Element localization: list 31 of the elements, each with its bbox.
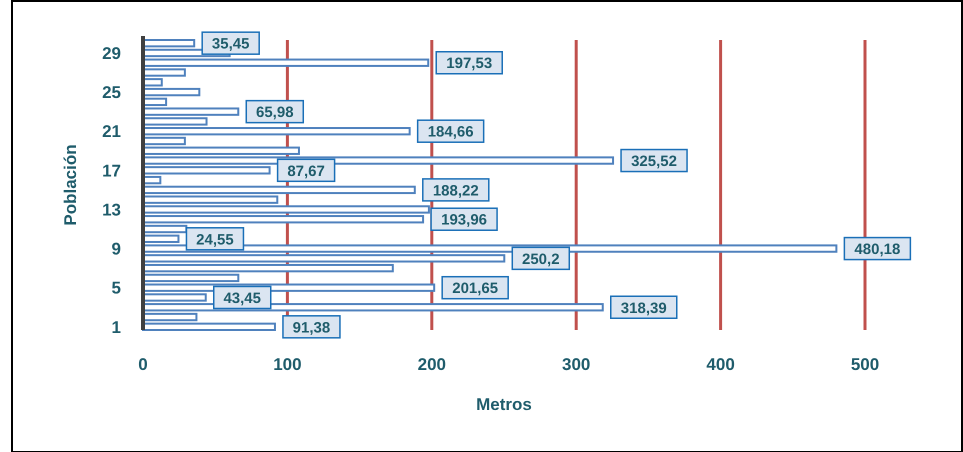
x-axis-title: Metros: [476, 395, 532, 414]
data-label: 35,45: [212, 36, 250, 53]
y-tick-label: 17: [102, 161, 121, 180]
y-tick-label: 9: [112, 240, 121, 259]
x-tick-label: 400: [706, 355, 735, 374]
data-label: 43,45: [223, 290, 262, 307]
y-axis-title: Población: [61, 144, 80, 226]
data-label: 24,55: [196, 231, 234, 248]
x-tick-label: 200: [418, 355, 446, 374]
data-label: 325,52: [631, 153, 677, 170]
data-label: 480,18: [854, 241, 900, 258]
x-tick-label: 100: [273, 355, 302, 374]
data-label: 91,38: [292, 319, 330, 336]
x-tick-label: 500: [850, 355, 880, 374]
data-label: 65,98: [256, 104, 294, 122]
data-label: 201,65: [452, 280, 498, 298]
y-tick-label: 5: [112, 278, 121, 298]
x-tick-label: 300: [562, 355, 590, 374]
data-label: 318,39: [620, 300, 667, 317]
y-tick-label: 21: [102, 122, 121, 142]
x-tick-label: 0: [138, 355, 148, 374]
y-tick-label: 29: [102, 44, 121, 63]
data-label: 193,96: [441, 212, 488, 229]
data-label: 87,67: [287, 162, 325, 180]
data-label: 250,2: [522, 250, 560, 268]
y-tick-label: 25: [102, 83, 121, 102]
y-tick-label: 1: [112, 318, 121, 337]
data-label: 184,66: [428, 124, 474, 141]
y-tick-label: 13: [102, 200, 121, 220]
data-label: 188,22: [432, 182, 479, 200]
data-label: 197,53: [446, 55, 492, 72]
